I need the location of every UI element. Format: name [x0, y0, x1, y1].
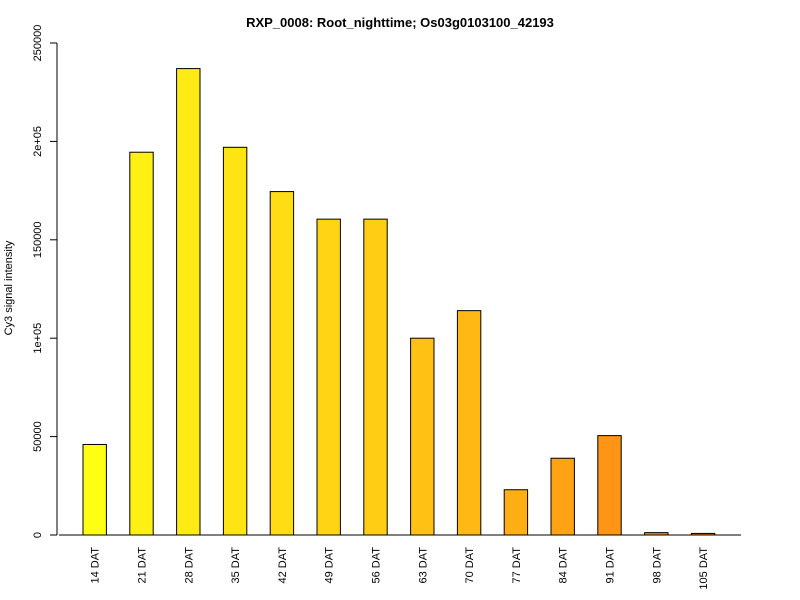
bar [316, 218, 341, 536]
x-tick-label: 63 DAT [417, 547, 429, 584]
chart-title: RXP_0008: Root_nighttime; Os03g0103100_4… [246, 15, 554, 30]
bar [456, 310, 482, 536]
bar [222, 146, 248, 536]
y-tick-label: 50000 [32, 421, 44, 452]
x-tick-label: 70 DAT [464, 547, 476, 584]
x-tick-label: 14 DAT [90, 547, 102, 584]
y-axis: 0 50000 1e+05 150000 2e+05 250000 [32, 25, 58, 538]
bar [269, 191, 295, 536]
x-tick-label: 28 DAT [183, 547, 195, 584]
x-tick-label: 56 DAT [371, 547, 383, 584]
bar [176, 68, 201, 536]
x-tick-label: 35 DAT [230, 547, 242, 584]
x-tick-label: 42 DAT [277, 547, 289, 584]
bar [82, 443, 107, 536]
bar [597, 435, 622, 536]
x-tick-label: 49 DAT [324, 547, 336, 584]
x-tick-label: 98 DAT [651, 547, 663, 584]
x-tick-label: 84 DAT [558, 547, 570, 584]
y-tick-label: 1e+05 [32, 323, 44, 354]
x-tick-label: 77 DAT [511, 547, 523, 584]
y-tick-label: 2e+05 [32, 126, 44, 157]
x-tick-label: 91 DAT [605, 547, 617, 584]
y-axis-label: Cy3 signal intensity [3, 240, 15, 335]
bar [503, 489, 529, 536]
y-tick-label: 150000 [32, 221, 44, 258]
y-tick-label: 0 [32, 532, 44, 538]
bars [82, 68, 716, 536]
bar [363, 218, 388, 536]
bar [410, 337, 435, 536]
y-tick-label: 250000 [32, 25, 44, 62]
x-tick-label: 105 DAT [698, 547, 710, 590]
x-tick-label: 21 DAT [137, 547, 149, 584]
x-axis: 14 DAT 21 DAT 28 DAT 35 DAT 42 DAT 49 DAT 56 D… [90, 547, 710, 590]
bar [129, 151, 154, 536]
bar [550, 457, 575, 536]
